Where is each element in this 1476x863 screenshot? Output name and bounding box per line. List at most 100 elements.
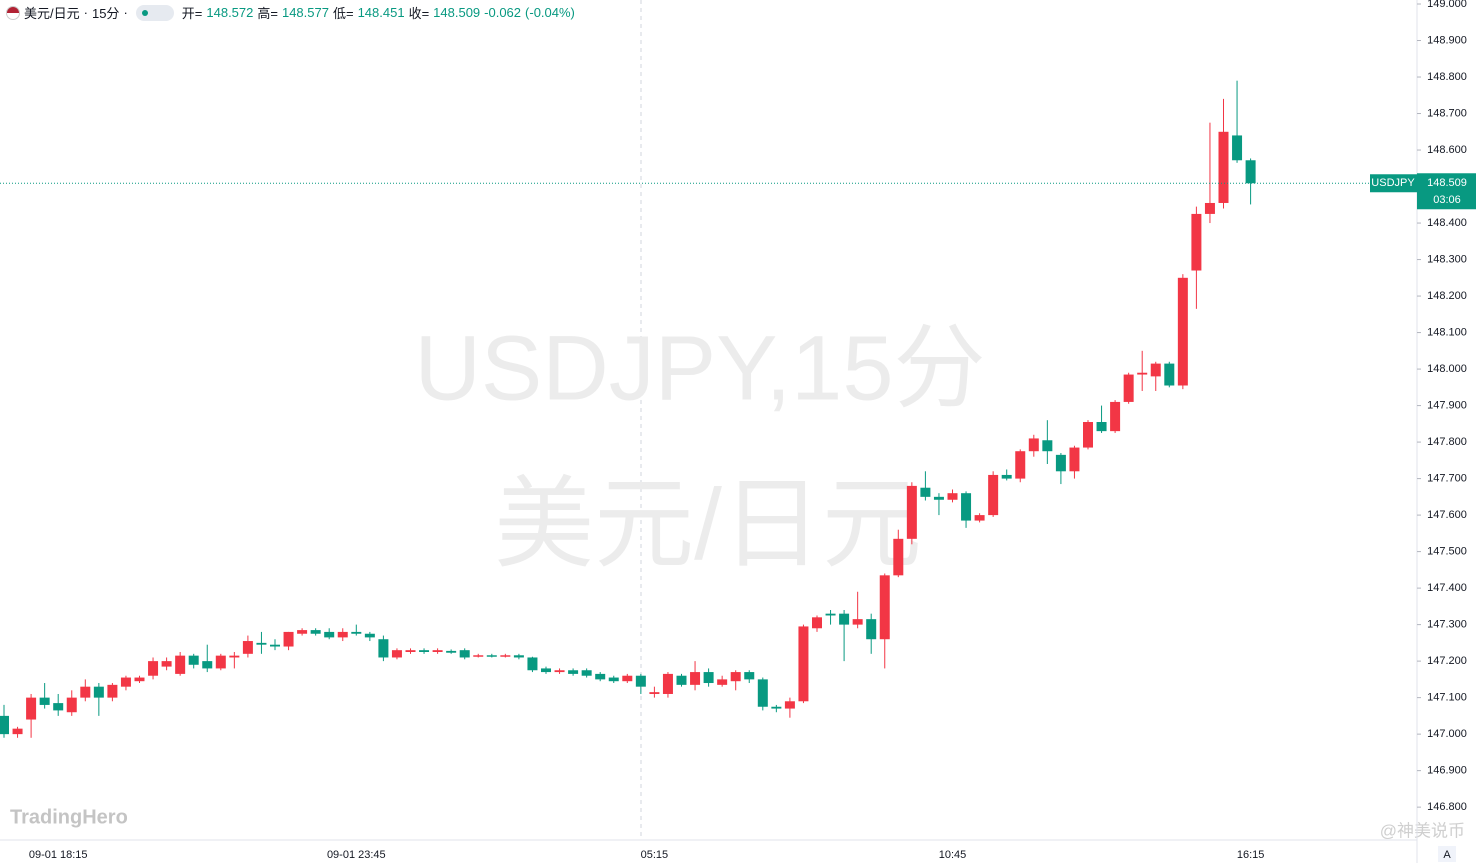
candle-body <box>812 617 822 629</box>
y-tick-label: 148.200 <box>1427 290 1467 302</box>
candle-body <box>500 655 511 657</box>
candle-body <box>1110 401 1121 432</box>
candle-body <box>297 630 308 634</box>
candle-body <box>568 670 579 674</box>
candle-body <box>364 633 375 638</box>
symbol[interactable]: 美元/日元 <box>24 6 80 21</box>
candle-body <box>93 686 104 698</box>
candle-body <box>1001 474 1012 479</box>
y-tick-label: 148.300 <box>1427 253 1467 265</box>
candle-body <box>961 493 972 521</box>
symbol-tag-label: USDJPY <box>1371 177 1415 189</box>
credit: @神美说币 <box>1380 821 1465 840</box>
symbol-tag <box>1370 174 1417 193</box>
candle-body <box>310 630 321 634</box>
candle-body <box>1083 422 1093 448</box>
candle-body <box>676 675 687 685</box>
open-label: 开= <box>181 6 203 21</box>
candle-body <box>662 673 673 694</box>
candle-body <box>120 677 131 687</box>
candle-body <box>378 639 389 658</box>
candle-body <box>1245 160 1256 184</box>
auto-scale-label[interactable]: A <box>1443 849 1451 861</box>
candle-body <box>80 686 91 698</box>
candle-body <box>581 670 592 676</box>
y-tick-label: 148.100 <box>1427 326 1467 338</box>
candle-body <box>703 672 714 684</box>
close-value: 148.509 <box>433 5 481 20</box>
candle-body <box>852 619 863 625</box>
candle-body <box>554 670 565 673</box>
candle-body <box>1191 213 1202 271</box>
price-tag-value: 148.509 <box>1427 177 1467 189</box>
candle-body <box>595 673 606 680</box>
candle-body <box>757 679 768 707</box>
separator: · <box>83 5 88 20</box>
candle-body <box>0 715 9 735</box>
price-tag <box>1417 173 1476 210</box>
y-tick-label: 146.800 <box>1427 801 1467 813</box>
y-tick-label: 148.700 <box>1427 107 1467 119</box>
candle-body <box>608 677 619 682</box>
watermark: 美元/日元 <box>494 468 922 580</box>
y-tick-label: 146.900 <box>1427 765 1467 777</box>
candle-body <box>825 613 836 616</box>
candle-body <box>879 575 890 640</box>
x-tick-label: 09-01 23:45 <box>327 849 386 861</box>
candle-body <box>1218 131 1229 203</box>
candle-body <box>1096 422 1107 432</box>
candle-body <box>906 485 917 539</box>
candle-body <box>1015 451 1026 479</box>
candle-body <box>541 668 551 673</box>
y-tick-label: 147.300 <box>1427 619 1467 631</box>
y-tick-label: 147.500 <box>1427 546 1467 558</box>
auto-scale-button[interactable] <box>1438 846 1456 862</box>
interval[interactable]: 15分 <box>91 6 120 21</box>
candle-body <box>988 474 999 516</box>
x-tick-label: 09-01 18:15 <box>29 849 88 861</box>
candle-body <box>649 692 660 694</box>
candle-body <box>12 728 23 735</box>
candle-body <box>1150 363 1161 377</box>
candle-body <box>744 672 755 680</box>
candle-body <box>134 677 145 682</box>
y-tick-label: 148.400 <box>1427 217 1467 229</box>
status-pill[interactable] <box>135 4 174 21</box>
logo: TradingHero <box>10 806 128 828</box>
candle-body <box>947 493 958 500</box>
candle-body <box>920 487 931 497</box>
candle-body <box>513 655 524 658</box>
candle-body <box>324 631 335 638</box>
candle-body <box>974 515 985 521</box>
y-tick-label: 148.800 <box>1427 71 1467 83</box>
candle-body <box>39 697 50 705</box>
candle-body <box>1123 374 1134 402</box>
candle-body <box>866 619 877 640</box>
candle-body <box>798 626 809 702</box>
candle-body <box>1177 277 1188 386</box>
y-tick-label: 147.900 <box>1427 399 1467 411</box>
candle-body <box>432 650 443 652</box>
candle-body <box>337 631 348 638</box>
candle-body <box>283 631 294 647</box>
candle-body <box>66 697 77 713</box>
candle-body <box>622 675 633 682</box>
price-tag-countdown: 03:06 <box>1433 194 1461 206</box>
candle-body <box>107 684 118 698</box>
y-tick-label: 149.000 <box>1427 0 1467 10</box>
y-tick-label: 147.800 <box>1427 436 1467 448</box>
candle-body <box>1204 202 1215 214</box>
candle-body <box>717 679 728 685</box>
low-label: 低= <box>332 6 354 21</box>
candle-body <box>1055 454 1066 472</box>
candle-body <box>256 642 267 645</box>
candle-body <box>419 650 430 652</box>
candle-body <box>893 538 904 576</box>
candle-body <box>1042 440 1053 452</box>
candle-body <box>270 644 280 647</box>
close-label: 收= <box>408 6 430 21</box>
candle-body <box>405 650 416 652</box>
candle-body <box>53 703 64 711</box>
candle-body <box>391 650 402 658</box>
